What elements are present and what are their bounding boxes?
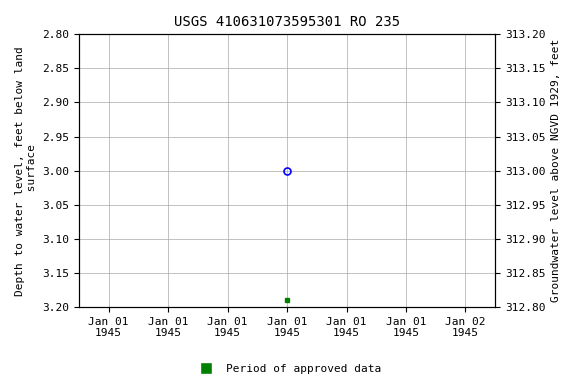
Y-axis label: Depth to water level, feet below land
 surface: Depth to water level, feet below land su… <box>15 46 37 296</box>
Title: USGS 410631073595301 RO 235: USGS 410631073595301 RO 235 <box>174 15 400 29</box>
Legend: Period of approved data: Period of approved data <box>191 359 385 379</box>
Y-axis label: Groundwater level above NGVD 1929, feet: Groundwater level above NGVD 1929, feet <box>551 39 561 302</box>
